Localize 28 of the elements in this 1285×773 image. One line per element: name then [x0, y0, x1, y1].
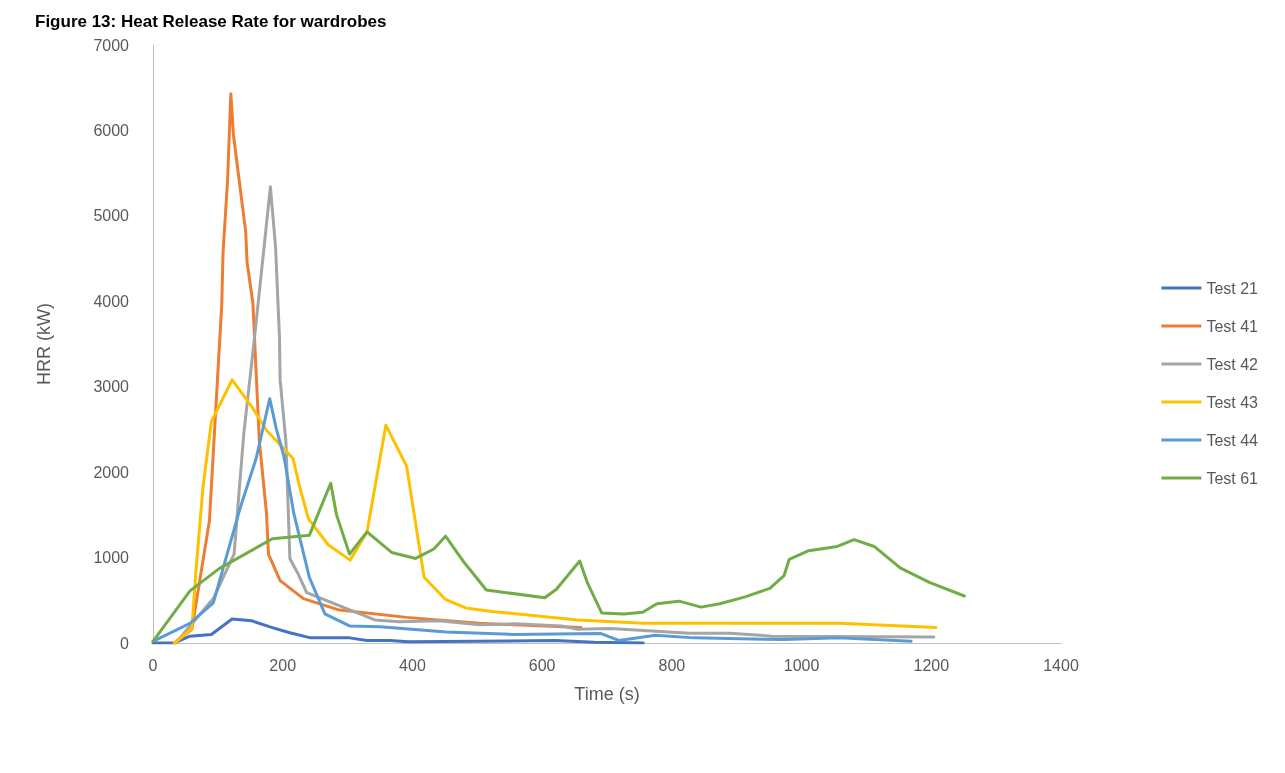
chart-title: Figure 13: Heat Release Rate for wardrobes [35, 12, 387, 31]
y-tick-label: 0 [120, 634, 130, 652]
x-tick-label: 1000 [783, 656, 820, 674]
legend-label: Test 43 [1206, 393, 1259, 411]
legend-label: Test 44 [1206, 431, 1259, 449]
x-tick-label: 1200 [913, 656, 950, 674]
y-tick-label: 6000 [93, 121, 130, 139]
y-tick-label: 2000 [93, 463, 130, 481]
legend-label: Test 61 [1206, 469, 1259, 487]
x-tick-label: 600 [528, 656, 556, 674]
legend-label: Test 42 [1206, 355, 1259, 373]
x-tick-label: 800 [658, 656, 686, 674]
y-axis-title: HRR (kW) [34, 303, 54, 385]
line-series [151, 617, 645, 645]
y-tick-label: 5000 [93, 207, 130, 225]
line-series [174, 185, 936, 645]
legend-label: Test 41 [1206, 317, 1259, 335]
x-tick-label: 200 [269, 656, 297, 674]
x-tick-label: 0 [148, 656, 158, 674]
x-tick-label: 400 [399, 656, 426, 674]
line-series [151, 481, 966, 643]
y-tick-label: 7000 [93, 36, 130, 54]
y-tick-label: 1000 [93, 549, 130, 567]
y-tick-label: 3000 [93, 378, 130, 396]
x-tick-label: 1400 [1043, 656, 1079, 674]
x-axis-title: Time (s) [574, 684, 640, 704]
legend-label: Test 21 [1206, 279, 1259, 297]
y-tick-label: 4000 [93, 292, 130, 310]
